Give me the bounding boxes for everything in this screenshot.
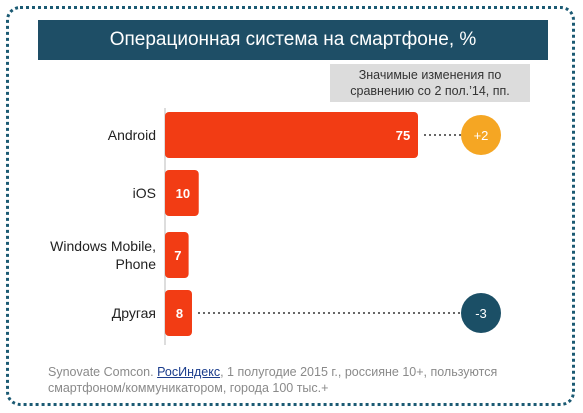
chart-frame: [6, 6, 575, 406]
value-label: 8: [176, 306, 183, 321]
category-label: iOS: [133, 185, 156, 201]
change-badge: [461, 293, 501, 333]
chart-title: Операционная система на смартфоне, %: [38, 20, 548, 60]
category-label: Android: [108, 127, 156, 143]
bar: [165, 232, 189, 278]
value-label: 7: [174, 248, 181, 263]
value-label: 10: [176, 186, 190, 201]
bar: [165, 170, 199, 216]
change-header: Значимые изменения по сравнению со 2 пол…: [330, 64, 530, 102]
category-label: Другая: [112, 305, 156, 321]
change-label: -3: [475, 306, 487, 321]
change-badge: [461, 115, 501, 155]
bar: [165, 112, 418, 158]
source-note: Synovate Comcon. РосИндекс, 1 полугодие …: [48, 364, 548, 396]
change-label: +2: [474, 128, 489, 143]
source-prefix: Synovate Comcon.: [48, 365, 158, 379]
source-link[interactable]: РосИндекс: [157, 365, 221, 379]
bar: [165, 290, 192, 336]
value-label: 75: [396, 128, 410, 143]
category-label: Windows Mobile, Phone: [50, 238, 156, 272]
source-suffix: , 1 полугодие 2015 г., россияне 10+, пол…: [48, 365, 498, 395]
